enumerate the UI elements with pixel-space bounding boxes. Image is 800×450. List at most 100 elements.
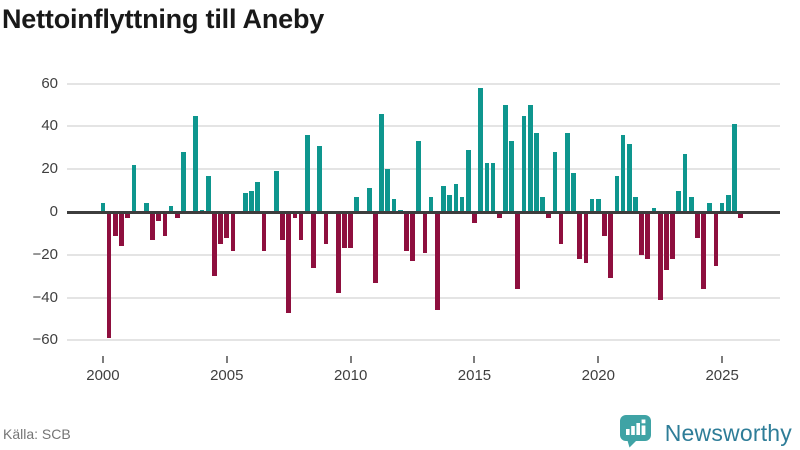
bar [490,162,496,212]
bar [255,182,261,212]
bar [335,212,341,294]
bar [292,212,298,219]
bar [657,212,663,300]
gridline [67,339,780,342]
bar [354,197,360,212]
bar [112,212,118,236]
y-tick-label: 20 [41,160,58,178]
x-tick-label: 2015 [457,367,492,384]
bar [298,212,304,240]
bar [515,212,521,290]
chart-title: Nettoinflyttning till Aneby [2,4,325,34]
bar [317,145,322,212]
bar [373,212,378,283]
bar [725,194,731,212]
gridline [67,296,780,299]
bar [719,203,725,212]
bar [620,134,626,212]
bar [404,212,409,251]
bar [472,212,477,223]
x-tick-label: 2005 [210,367,244,384]
x-axis-tick [225,356,228,363]
bar [651,207,657,212]
bar [738,212,744,219]
bar [478,87,483,212]
bar [595,199,601,212]
bar [701,212,706,290]
bar [571,173,576,212]
bar [286,212,292,313]
bar [552,152,558,212]
bar [212,212,217,277]
bar [410,212,415,262]
bar [261,212,267,251]
bar [348,212,353,249]
x-tick-label: 2025 [705,367,739,384]
source-note: Källa: SCB [3,426,71,442]
y-tick-label: 60 [41,74,58,92]
y-tick-label: −20 [32,245,58,263]
bar [193,115,199,212]
bar [150,212,155,240]
bar [527,105,533,212]
bar [224,212,230,238]
bar [205,175,211,212]
x-axis-tick [597,356,600,363]
bar [304,134,310,212]
bar [540,197,545,212]
bar [633,197,638,212]
bar [422,212,428,253]
bar [565,132,570,212]
bar [106,212,112,339]
bar [670,212,675,260]
bar [626,143,632,212]
bar [608,212,614,279]
bar [230,212,236,251]
bar [366,188,372,212]
bar [323,212,329,245]
y-tick-label: 40 [41,117,58,135]
bar [125,212,131,219]
gridline [67,82,780,85]
bar [441,186,446,212]
newsworthy-logo: Newsworthy [619,414,792,450]
x-tick-label: 2010 [333,367,368,384]
y-tick-label: −60 [32,331,58,349]
bar [676,190,682,212]
bar [732,124,737,212]
bar [280,212,285,240]
newsworthy-wordmark: Newsworthy [664,420,792,446]
bar [484,162,490,212]
bar [162,212,168,236]
x-axis-tick [349,356,352,363]
x-axis-tick [101,356,104,363]
bar [168,205,174,212]
bar [447,194,453,212]
bar [459,197,465,212]
bar [664,212,669,270]
bar [434,212,440,311]
bar [311,212,316,268]
bar [453,184,459,212]
bar [558,212,564,245]
bar [503,105,508,212]
bar [249,190,254,212]
bar [218,212,223,245]
bar [416,141,422,212]
bar [577,212,583,260]
y-tick-label: −40 [32,288,58,306]
bar [713,212,719,266]
bar [509,141,514,212]
bar [119,212,124,247]
x-axis-zero-line [67,210,780,214]
bar [174,212,180,219]
x-tick-label: 2020 [581,367,615,384]
x-axis-tick [473,356,476,363]
bar [342,212,347,249]
bar [100,203,106,212]
bar [496,212,502,219]
bar [181,152,186,212]
bar [379,113,384,212]
